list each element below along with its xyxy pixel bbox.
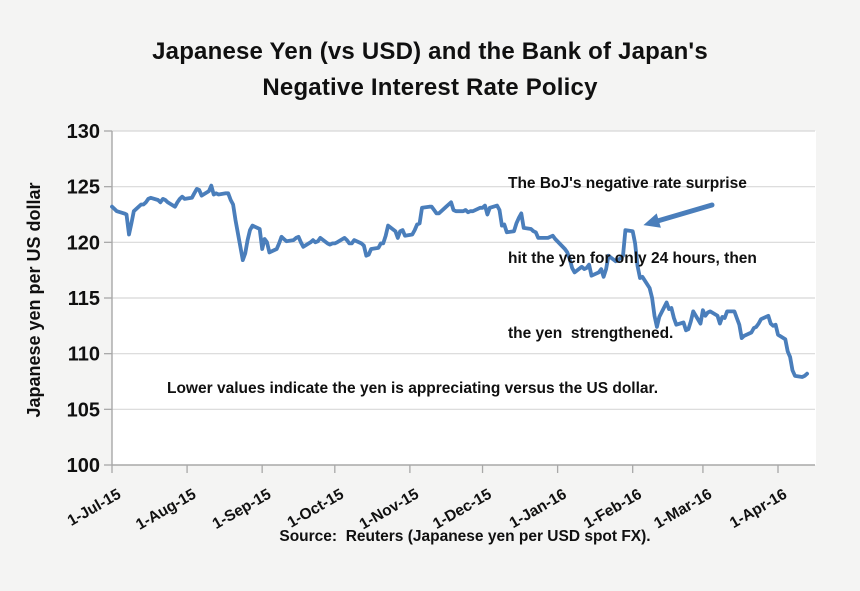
y-tick-label: 105 xyxy=(67,399,100,421)
chart-title: Japanese Yen (vs USD) and the Bank of Ja… xyxy=(0,34,860,106)
x-tick-label: 1-Oct-15 xyxy=(285,486,348,532)
x-tick-label: 1-Dec-15 xyxy=(430,486,495,533)
y-tick-label: 125 xyxy=(67,177,100,199)
x-tick-label: 1-Feb-16 xyxy=(581,486,645,533)
y-tick-label: 130 xyxy=(67,121,100,143)
boj-annotation-text: The BoJ's negative rate surprise hit the… xyxy=(508,121,838,396)
annotation-arrow-head xyxy=(643,213,661,228)
x-tick-label: 1-Mar-16 xyxy=(651,486,715,533)
in-plot-note: Lower values indicate the yen is appreci… xyxy=(167,380,658,397)
boj-annotation-line2: hit the yen for only 24 hours, then xyxy=(508,250,757,267)
x-tick-label: 1-Apr-16 xyxy=(727,486,790,532)
x-tick-label: 1-Jul-15 xyxy=(65,486,125,530)
y-tick-label: 120 xyxy=(67,232,100,254)
annotation-arrow-shaft xyxy=(656,202,715,224)
boj-annotation-line1: The BoJ's negative rate surprise xyxy=(508,175,747,192)
y-axis-title: Japanese yen per US dollar xyxy=(24,182,44,417)
x-tick-label: 1-Aug-15 xyxy=(133,486,199,534)
source-caption: Source: Reuters (Japanese yen per USD sp… xyxy=(279,528,651,545)
boj-annotation-line3: the yen strengthened. xyxy=(508,325,674,342)
y-tick-label: 110 xyxy=(68,344,100,366)
yen-usd-line xyxy=(110,183,809,379)
x-tick-label: 1-Nov-15 xyxy=(357,486,423,534)
chart-title-line2: Negative Interest Rate Policy xyxy=(262,74,598,101)
y-tick-label: 115 xyxy=(68,288,100,310)
x-tick-label: 1-Sep-15 xyxy=(210,486,275,533)
x-tick-label: 1-Jan-16 xyxy=(507,486,570,532)
y-tick-label: 100 xyxy=(67,455,100,477)
chart-title-line1: Japanese Yen (vs USD) and the Bank of Ja… xyxy=(152,38,708,65)
